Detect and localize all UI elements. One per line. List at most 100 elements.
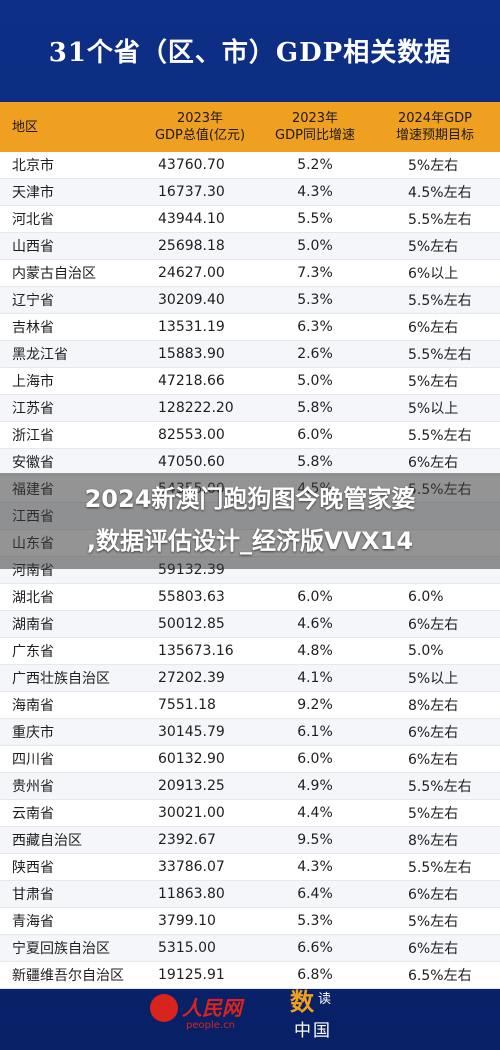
gdp-growth-cell: 4.1%	[297, 670, 333, 686]
growth-target-cell: 5.5%左右	[408, 779, 472, 795]
people-daily-mark-icon	[150, 994, 178, 1022]
people-daily-logo-name: 人民网	[182, 996, 242, 1020]
gdp-growth-cell: 9.2%	[297, 697, 333, 713]
gdp-total-cell: 128222.20	[158, 400, 234, 416]
gdp-growth-cell: 5.8%	[297, 400, 333, 416]
region-cell: 四川省	[12, 752, 54, 768]
table-row: 黑龙江省 15883.90 2.6% 5.5%左右	[0, 341, 500, 368]
gdp-total-cell: 3799.10	[158, 913, 216, 929]
table-row: 重庆市 30145.79 6.1% 6%左右	[0, 719, 500, 746]
growth-target-cell: 6%以上	[408, 266, 459, 282]
logo2-char-shu: 数	[290, 987, 314, 1016]
gdp-total-cell: 47218.66	[158, 373, 225, 389]
header-line: GDP同比增速	[275, 128, 355, 143]
table-row: 山西省 25698.18 5.0% 5%左右	[0, 233, 500, 260]
people-daily-logo-url: people.cn	[186, 1020, 235, 1031]
logo2-char-du: 读	[318, 992, 332, 1007]
region-cell: 云南省	[12, 806, 54, 822]
growth-target-cell: 5%以上	[408, 401, 459, 417]
shudu-zhongguo-logo: 数 读 中国	[290, 982, 350, 1048]
growth-target-cell: 6.0%	[408, 589, 444, 605]
header-gdp-growth: 2023年 GDP同比增速	[260, 110, 370, 144]
region-cell: 西藏自治区	[12, 833, 82, 849]
gdp-growth-cell: 5.2%	[297, 157, 333, 173]
table-header: 地区 2023年 GDP总值(亿元) 2023年 GDP同比增速 2024年GDP 增…	[0, 102, 500, 152]
growth-target-cell: 5%左右	[408, 914, 459, 930]
region-cell: 重庆市	[12, 725, 54, 741]
growth-target-cell: 5%左右	[408, 158, 459, 174]
gdp-total-cell: 15883.90	[158, 346, 225, 362]
growth-target-cell: 5%左右	[408, 806, 459, 822]
growth-target-cell: 5.5%左右	[408, 428, 472, 444]
gdp-growth-cell: 6.6%	[297, 940, 333, 956]
header-region: 地区	[0, 119, 140, 136]
region-cell: 广东省	[12, 644, 54, 660]
table-row: 浙江省 82553.00 6.0% 5.5%左右	[0, 422, 500, 449]
gdp-total-cell: 30021.00	[158, 805, 225, 821]
watermark-banner	[0, 473, 500, 569]
watermark-line-2: ,数据评估设计_经济版VVX14	[86, 527, 414, 555]
table-row: 西藏自治区 2392.67 9.5% 8%左右	[0, 827, 500, 854]
logo2-chinese: 中国	[294, 1021, 332, 1041]
watermark-line-1: 2024新澳门跑狗图今晚管家婆	[84, 485, 416, 513]
growth-target-cell: 6%左右	[408, 725, 459, 741]
gdp-growth-cell: 4.6%	[297, 616, 333, 632]
growth-target-cell: 5.5%左右	[408, 347, 472, 363]
gdp-growth-cell: 4.9%	[297, 778, 333, 794]
gdp-total-cell: 27202.39	[158, 670, 225, 686]
header-growth-target: 2024年GDP 增速预期目标	[370, 110, 500, 144]
gdp-total-cell: 7551.18	[158, 697, 216, 713]
gdp-total-cell: 47050.60	[158, 454, 225, 470]
region-cell: 陕西省	[12, 860, 54, 876]
gdp-total-cell: 16737.30	[158, 184, 225, 200]
table-row: 宁夏回族自治区 5315.00 6.6% 6%左右	[0, 935, 500, 962]
region-cell: 广西壮族自治区	[12, 671, 110, 687]
region-cell: 甘肃省	[12, 887, 54, 903]
gdp-total-cell: 2392.67	[158, 832, 216, 848]
table-row: 广西壮族自治区 27202.39 4.1% 5%以上	[0, 665, 500, 692]
gdp-growth-cell: 6.0%	[297, 427, 333, 443]
gdp-growth-cell: 5.3%	[297, 292, 333, 308]
growth-target-cell: 5.5%左右	[408, 860, 472, 876]
region-cell: 新疆维吾尔自治区	[12, 968, 124, 984]
header-line: GDP总值(亿元)	[154, 128, 246, 143]
gdp-total-cell: 20913.25	[158, 778, 225, 794]
table-row: 贵州省 20913.25 4.9% 5.5%左右	[0, 773, 500, 800]
growth-target-cell: 5.5%左右	[408, 212, 472, 228]
gdp-growth-cell: 6.3%	[297, 319, 333, 335]
growth-target-cell: 6.5%左右	[408, 968, 472, 984]
table-row: 天津市 16737.30 4.3% 4.5%左右	[0, 179, 500, 206]
gdp-growth-cell: 6.0%	[297, 589, 333, 605]
growth-target-cell: 8%左右	[408, 698, 459, 714]
header-line: 增速预期目标	[395, 128, 474, 143]
page-title: 31个省（区、市）GDP相关数据	[48, 38, 452, 68]
growth-target-cell: 6%左右	[408, 887, 459, 903]
growth-target-cell: 5%左右	[408, 374, 459, 390]
growth-target-cell: 6%左右	[408, 617, 459, 633]
gdp-growth-cell: 6.8%	[297, 967, 333, 983]
table-row: 甘肃省 11863.80 6.4% 6%左右	[0, 881, 500, 908]
footer: 人民网 people.cn 数 读 中国	[0, 980, 500, 1050]
gdp-growth-cell: 6.0%	[297, 751, 333, 767]
table-row: 湖北省 55803.63 6.0% 6.0%	[0, 584, 500, 611]
gdp-total-cell: 33786.07	[158, 859, 225, 875]
table-row: 陕西省 33786.07 4.3% 5.5%左右	[0, 854, 500, 881]
gdp-growth-cell: 4.4%	[297, 805, 333, 821]
region-cell: 上海市	[12, 374, 54, 390]
gdp-total-cell: 55803.63	[158, 589, 225, 605]
table-row: 辽宁省 30209.40 5.3% 5.5%左右	[0, 287, 500, 314]
region-cell: 辽宁省	[12, 293, 54, 309]
gdp-total-cell: 82553.00	[158, 427, 225, 443]
gdp-total-cell: 30145.79	[158, 724, 225, 740]
gdp-growth-cell: 5.8%	[297, 454, 333, 470]
gdp-total-cell: 25698.18	[158, 238, 225, 254]
growth-target-cell: 8%左右	[408, 833, 459, 849]
growth-target-cell: 5.0%	[408, 643, 444, 659]
table-row: 河北省 43944.10 5.5% 5.5%左右	[0, 206, 500, 233]
gdp-total-cell: 43944.10	[158, 211, 225, 227]
region-cell: 吉林省	[12, 320, 54, 336]
region-cell: 内蒙古自治区	[12, 266, 96, 282]
growth-target-cell: 5.5%左右	[408, 293, 472, 309]
region-cell: 山西省	[12, 239, 54, 255]
table-body: 北京市 43760.70 5.2% 5%左右 天津市 16737.30 4.3% 4.5%左右…	[0, 152, 500, 989]
